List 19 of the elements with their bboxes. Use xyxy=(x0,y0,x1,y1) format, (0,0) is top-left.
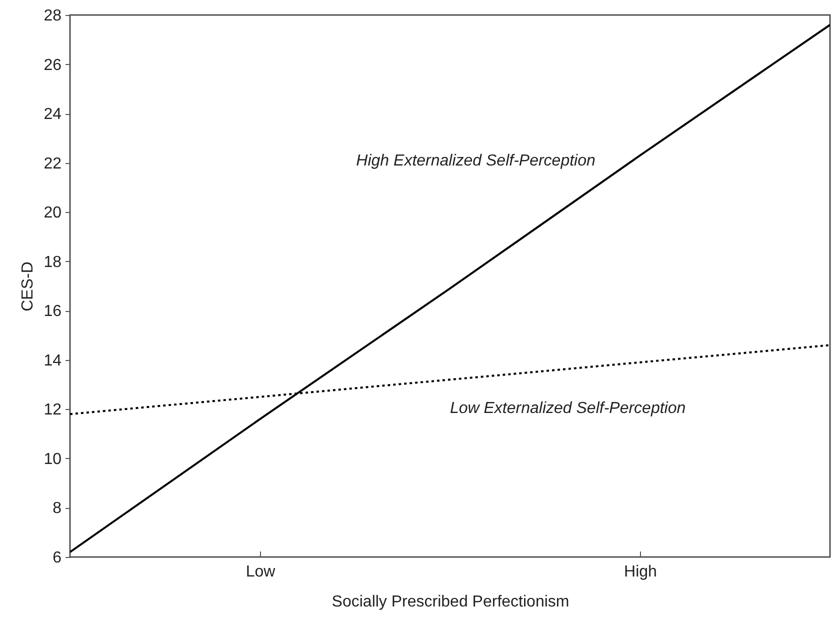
y-tick-label: 14 xyxy=(44,352,62,370)
y-tick-label: 12 xyxy=(44,402,62,419)
y-tick-label: 8 xyxy=(52,500,62,518)
y-tick-label: 24 xyxy=(44,106,62,124)
series-label: Low Externalized Self-Perception xyxy=(450,400,686,417)
x-tick-label: High xyxy=(624,564,657,580)
series-label: High Externalized Self-Perception xyxy=(356,152,596,170)
y-tick-label: 18 xyxy=(44,254,62,271)
y-tick-label: 16 xyxy=(44,303,62,320)
y-tick-label: 26 xyxy=(44,56,62,74)
y-tick-label: 22 xyxy=(44,155,62,172)
y-tick-label: 20 xyxy=(44,204,62,222)
x-tick-label: Low xyxy=(246,564,276,580)
line-series xyxy=(70,24,830,554)
y-tick-label: 6 xyxy=(52,550,62,566)
y-axis-title: CES-D xyxy=(20,262,37,312)
y-tick-label: 28 xyxy=(44,8,62,24)
x-axis-title: Socially Prescribed Perfectionism xyxy=(332,594,570,610)
y-tick-label: 10 xyxy=(44,450,62,468)
